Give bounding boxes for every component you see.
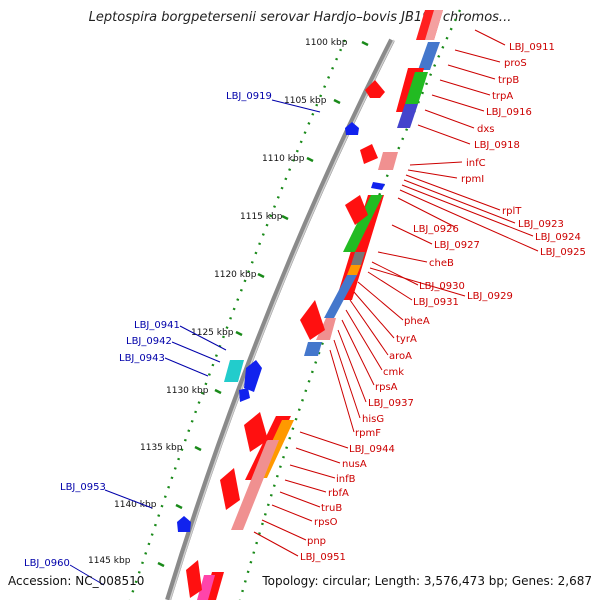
- gene-label: LBJ_0951: [300, 552, 346, 563]
- gene-label: proS: [504, 58, 527, 69]
- gene-label: aroA: [389, 351, 412, 362]
- reverse-gene-track: [186, 80, 385, 598]
- kbp-label: 1140 kbp: [114, 500, 157, 510]
- gene-label: LBJ_0923: [518, 219, 564, 230]
- gene-block: [244, 360, 262, 392]
- gene-label: infC: [466, 158, 486, 169]
- backbone-highlight: [169, 39, 395, 600]
- gene-label: LBJ_0931: [413, 297, 459, 308]
- gene-label: cheB: [429, 258, 454, 269]
- gene-label: LBJ_0953: [60, 482, 106, 493]
- gene-arrow: [345, 195, 368, 225]
- gene-label: LBJ_0941: [134, 320, 180, 331]
- gene-label: dxs: [477, 124, 494, 135]
- kbp-ticks: [157, 40, 369, 568]
- gene-label: LBJ_0943: [119, 353, 165, 364]
- gene-label: LBJ_0929: [467, 291, 513, 302]
- left-gene-labels: LBJ_0919 LBJ_0941 LBJ_0942 LBJ_0943 LBJ_…: [24, 91, 272, 569]
- gene-label: rplT: [502, 206, 522, 217]
- gene-block: [351, 252, 365, 265]
- kbp-label: 1110 kbp: [262, 154, 305, 164]
- gene-arrow: [244, 412, 268, 452]
- gene-label: rpmF: [355, 428, 381, 439]
- gene-label: pheA: [404, 316, 430, 327]
- gene-label: LBJ_0916: [486, 107, 532, 118]
- gene-label: LBJ_0944: [349, 444, 395, 455]
- gene-label: LBJ_0924: [535, 232, 581, 243]
- kbp-label: 1115 kbp: [240, 212, 283, 222]
- gene-label: trpA: [492, 91, 513, 102]
- forward-gene-track: [197, 10, 443, 600]
- gene-label: rpsO: [314, 517, 338, 528]
- gene-block: [405, 72, 428, 104]
- gene-block: [224, 360, 244, 382]
- left-leader-lines: [69, 99, 321, 586]
- gene-block: [378, 152, 398, 170]
- gene-arrow: [360, 144, 378, 164]
- gene-label: infB: [336, 474, 356, 485]
- gene-arrow: [186, 560, 202, 598]
- gene-label: rpmI: [461, 174, 484, 185]
- kbp-label: 1120 kbp: [214, 270, 257, 280]
- gene-arrow: [220, 468, 240, 510]
- gene-label: LBJ_0960: [24, 558, 70, 569]
- gene-block: [345, 122, 359, 135]
- left-gene-track: [177, 122, 385, 532]
- gene-label: trpB: [498, 75, 519, 86]
- gene-block: [371, 182, 385, 190]
- gene-block: [324, 275, 357, 318]
- gene-label: LBJ_0927: [434, 240, 480, 251]
- kbp-label: 1100 kbp: [305, 38, 348, 48]
- topology-text: Topology: circular; Length: 3,576,473 bp…: [262, 574, 592, 588]
- gene-block: [425, 10, 443, 40]
- gene-block: [316, 318, 336, 340]
- kbp-label: 1145 kbp: [88, 556, 131, 566]
- gene-block: [304, 342, 322, 356]
- gene-label: rpsA: [375, 382, 398, 393]
- right-leader-lines: [253, 29, 539, 557]
- gene-block: [197, 575, 215, 600]
- kbp-label: 1135 kbp: [140, 443, 183, 453]
- gene-block: [347, 265, 361, 275]
- gene-block: [239, 388, 250, 402]
- kbp-label: 1125 kbp: [191, 328, 234, 338]
- inner-dotted-track: [128, 39, 347, 600]
- kbp-label: 1130 kbp: [166, 386, 209, 396]
- accession-text: Accession: NC_008510: [8, 574, 145, 588]
- gene-label: LBJ_0918: [474, 140, 520, 151]
- gene-block: [231, 440, 279, 530]
- map-title: Leptospira borgpetersenii serovar Hardjo…: [88, 10, 512, 25]
- backbone-arc: [165, 38, 395, 600]
- gene-block: [397, 104, 418, 128]
- gene-label: hisG: [362, 414, 384, 425]
- gene-arrow: [365, 80, 385, 98]
- kbp-label: 1105 kbp: [284, 96, 327, 106]
- right-gene-labels: LBJ_0911 proS trpB trpA LBJ_0916 dxs LBJ…: [300, 42, 586, 563]
- gene-label: nusA: [342, 459, 367, 470]
- gene-label: LBJ_0937: [368, 398, 414, 409]
- gene-label: truB: [321, 503, 342, 514]
- gene-label: LBJ_0930: [419, 281, 465, 292]
- gene-label: LBJ_0911: [509, 42, 555, 53]
- gene-label: tyrA: [396, 334, 417, 345]
- gene-label: pnp: [307, 536, 326, 547]
- gene-block: [177, 516, 191, 532]
- gene-block: [343, 195, 383, 252]
- gene-label: rbfA: [328, 488, 349, 499]
- gene-label: LBJ_0919: [226, 91, 272, 102]
- gene-label: LBJ_0926: [413, 224, 459, 235]
- gene-arrow: [300, 300, 325, 340]
- gene-label: LBJ_0925: [540, 247, 586, 258]
- gene-block: [418, 42, 440, 70]
- kbp-labels: 1100 kbp 1105 kbp 1110 kbp 1115 kbp 1120…: [88, 38, 348, 566]
- gene-label: cmk: [383, 367, 404, 378]
- gene-label: LBJ_0942: [126, 336, 172, 347]
